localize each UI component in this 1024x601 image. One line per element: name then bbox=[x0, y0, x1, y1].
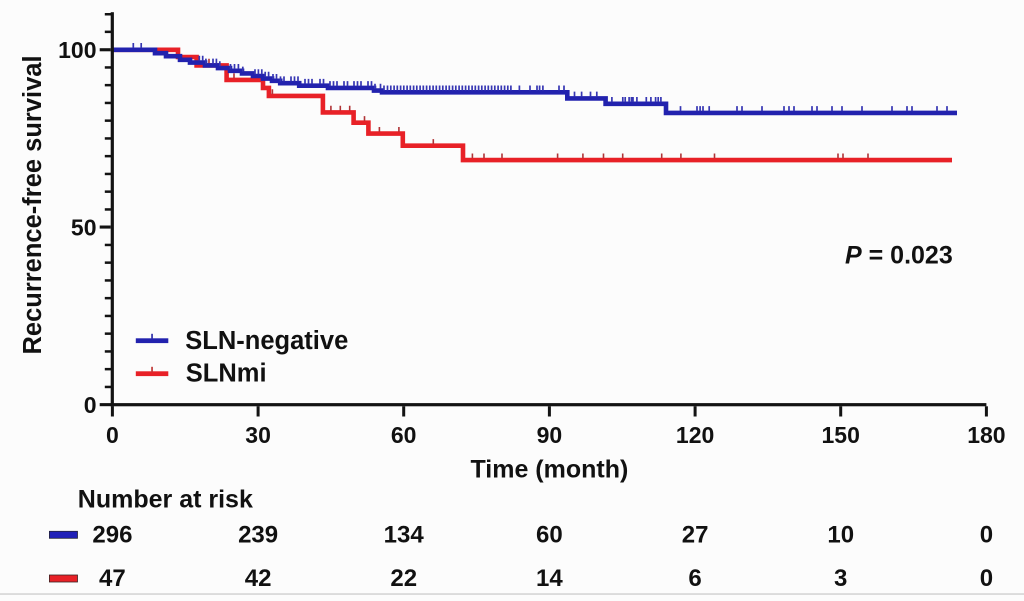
svg-text:90: 90 bbox=[537, 422, 563, 448]
svg-text:14: 14 bbox=[536, 565, 563, 592]
svg-text:134: 134 bbox=[384, 521, 425, 548]
svg-text:0: 0 bbox=[980, 565, 993, 592]
svg-text:SLNmi: SLNmi bbox=[186, 360, 267, 388]
svg-text:120: 120 bbox=[676, 422, 714, 448]
svg-text:0: 0 bbox=[980, 521, 993, 548]
svg-text:47: 47 bbox=[99, 565, 126, 592]
svg-text:Recurrence-free survival: Recurrence-free survival bbox=[19, 55, 47, 354]
svg-text:3: 3 bbox=[834, 565, 847, 592]
svg-text:239: 239 bbox=[238, 521, 278, 548]
svg-text:296: 296 bbox=[92, 521, 132, 548]
svg-text:P = 0.023: P = 0.023 bbox=[845, 242, 953, 270]
svg-text:Time (month): Time (month) bbox=[470, 456, 628, 484]
svg-text:60: 60 bbox=[536, 521, 563, 548]
svg-text:10: 10 bbox=[827, 521, 854, 548]
svg-text:Number at risk: Number at risk bbox=[78, 485, 253, 513]
svg-text:22: 22 bbox=[390, 565, 417, 592]
svg-text:30: 30 bbox=[245, 422, 271, 448]
svg-text:50: 50 bbox=[71, 214, 97, 240]
svg-text:27: 27 bbox=[682, 521, 709, 548]
svg-text:0: 0 bbox=[106, 422, 119, 448]
svg-text:60: 60 bbox=[391, 422, 417, 448]
svg-text:180: 180 bbox=[967, 422, 1005, 448]
svg-text:100: 100 bbox=[58, 37, 96, 63]
svg-text:6: 6 bbox=[688, 565, 701, 592]
svg-text:150: 150 bbox=[822, 422, 860, 448]
svg-text:42: 42 bbox=[245, 565, 272, 592]
svg-text:0: 0 bbox=[84, 392, 97, 418]
svg-text:SLN-negative: SLN-negative bbox=[185, 327, 348, 355]
